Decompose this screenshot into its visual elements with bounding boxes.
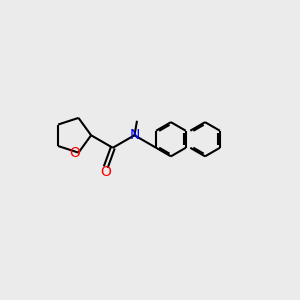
- Text: O: O: [100, 165, 111, 178]
- Text: O: O: [70, 146, 80, 160]
- Text: N: N: [129, 128, 140, 142]
